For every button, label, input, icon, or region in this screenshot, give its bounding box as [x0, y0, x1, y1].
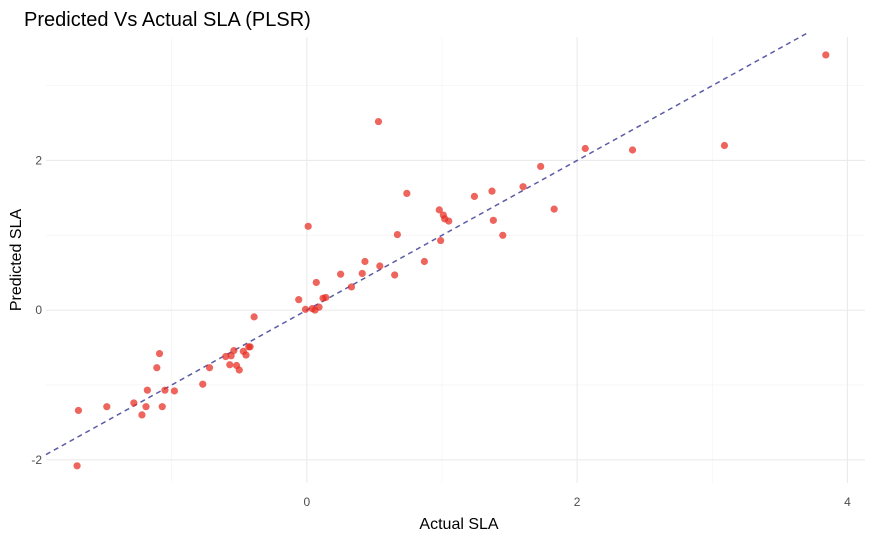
data-point — [499, 231, 507, 239]
data-point — [347, 283, 356, 291]
data-point — [374, 117, 383, 126]
data-point — [822, 51, 830, 59]
x-tick-label: 4 — [844, 495, 851, 509]
data-point — [143, 386, 151, 394]
data-point — [246, 343, 254, 351]
data-point — [295, 296, 303, 304]
data-point — [230, 346, 238, 355]
data-point — [74, 406, 83, 415]
data-point — [489, 216, 497, 224]
data-point — [315, 303, 323, 311]
x-tick-label: 2 — [574, 495, 581, 509]
major-gridlines — [46, 37, 865, 483]
data-point — [628, 146, 637, 154]
data-point — [130, 399, 138, 407]
data-point — [550, 205, 558, 213]
data-point — [312, 278, 320, 287]
data-point — [358, 269, 366, 278]
data-point — [470, 192, 479, 200]
reference-line — [45, 31, 810, 456]
y-tick-label: -2 — [31, 453, 42, 467]
x-tick-label: 0 — [303, 495, 310, 509]
data-point — [199, 380, 207, 388]
data-point — [301, 305, 310, 313]
data-point — [435, 206, 443, 214]
data-point — [445, 217, 453, 225]
data-point — [437, 236, 445, 245]
data-point — [488, 187, 496, 195]
data-point — [73, 462, 81, 470]
data-point — [391, 271, 399, 279]
data-point — [205, 364, 214, 372]
data-point — [170, 387, 178, 395]
data-point — [537, 162, 545, 171]
data-point — [420, 257, 429, 266]
data-point — [361, 257, 369, 266]
data-point — [103, 403, 111, 411]
data-point — [161, 386, 169, 394]
data-point — [519, 183, 527, 191]
data-point — [142, 403, 150, 411]
chart-title: Predicted Vs Actual SLA (PLSR) — [24, 9, 311, 31]
minor-gridlines — [46, 37, 865, 483]
data-point — [155, 349, 164, 358]
data-point — [393, 230, 401, 239]
data-point — [158, 403, 166, 411]
data-point — [581, 144, 589, 153]
y-axis-ticks: -2 0 2 — [31, 153, 42, 466]
data-point — [304, 222, 312, 230]
data-point — [242, 351, 250, 359]
data-point — [138, 411, 146, 419]
data-point — [235, 366, 243, 374]
y-tick-label: 0 — [35, 303, 42, 317]
data-point — [403, 189, 411, 197]
y-tick-label: 2 — [35, 153, 42, 167]
data-point — [322, 293, 330, 302]
data-point — [376, 262, 384, 270]
data-point — [337, 270, 345, 278]
data-point — [720, 141, 729, 150]
data-points — [73, 51, 830, 470]
data-point — [222, 352, 230, 361]
data-point — [250, 313, 258, 321]
x-axis-ticks: 0 2 4 — [303, 495, 851, 509]
data-point — [153, 364, 161, 372]
y-axis-title: Predicted SLA — [8, 209, 25, 312]
x-axis-title: Actual SLA — [419, 516, 498, 533]
data-point — [226, 361, 234, 369]
